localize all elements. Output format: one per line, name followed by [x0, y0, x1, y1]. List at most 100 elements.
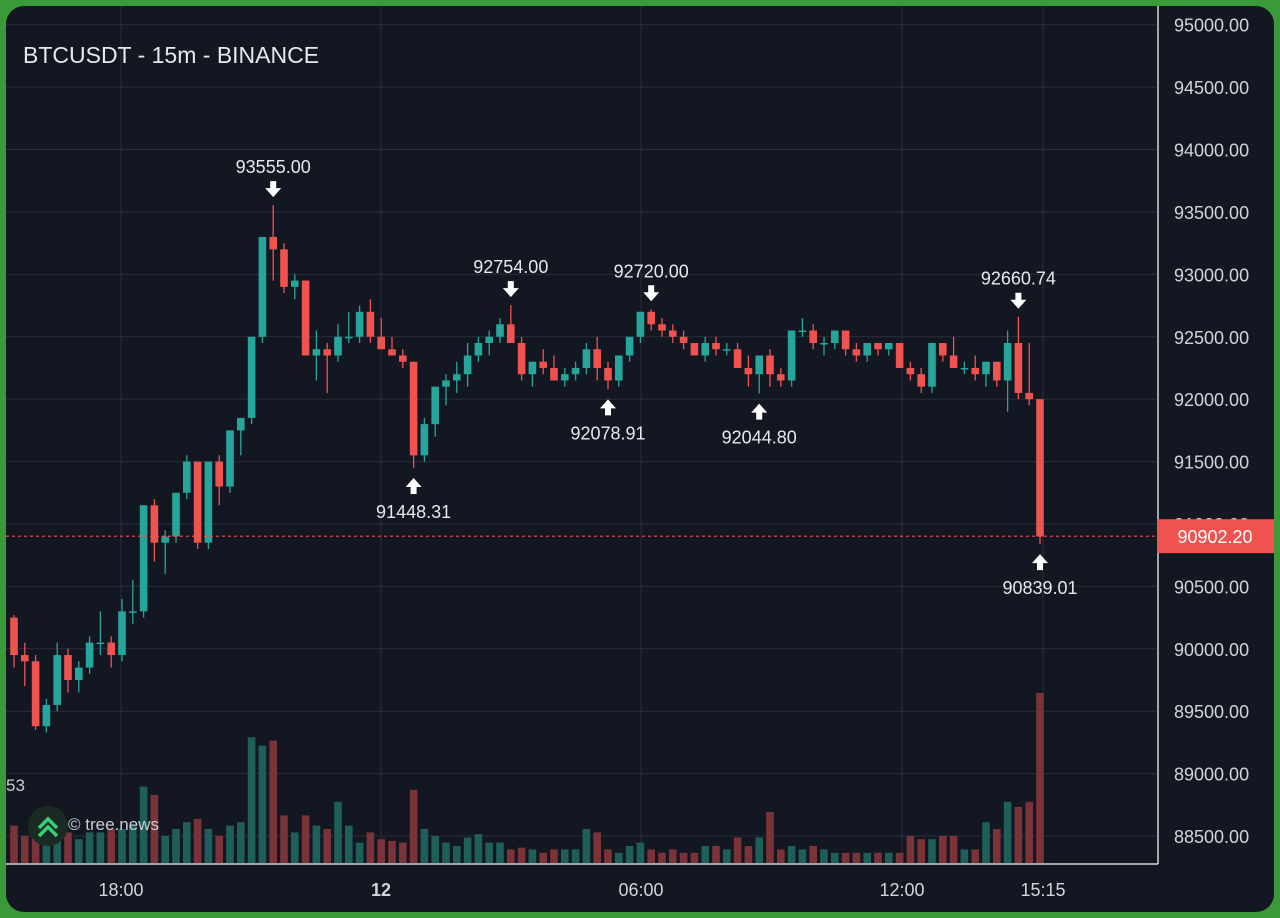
x-tick-label: 12:00	[879, 880, 924, 900]
volume-bar	[75, 839, 83, 863]
candle-body	[593, 349, 601, 368]
candle-body	[539, 361, 547, 368]
candle-body	[420, 424, 429, 456]
candle-body	[96, 642, 105, 645]
candle-body	[571, 367, 580, 375]
down-arrow-icon	[643, 285, 660, 302]
volume-bar	[971, 849, 979, 863]
volume-bar	[10, 825, 18, 863]
candle-body	[64, 655, 72, 681]
candle-body	[258, 236, 267, 337]
candle-body	[107, 642, 115, 656]
price-annotation: 90839.01	[1002, 554, 1078, 598]
candle-body	[906, 367, 915, 375]
candle-body	[647, 311, 655, 325]
candle-body	[993, 361, 1001, 381]
volume-bar	[647, 849, 655, 863]
candle-body	[550, 367, 558, 381]
volume-bar	[85, 832, 94, 863]
candle-body	[798, 330, 807, 333]
candle-body	[928, 343, 936, 387]
up-arrow-icon	[405, 478, 422, 495]
candle-body	[53, 655, 61, 705]
candle-body	[723, 349, 731, 351]
candle-body	[971, 367, 979, 375]
candle-body	[312, 349, 321, 356]
y-tick-label: 93500.00	[1174, 203, 1249, 223]
candle-body	[1025, 392, 1033, 400]
annotation-label: 92754.00	[473, 257, 548, 277]
volume-bar	[690, 852, 699, 863]
candle-body	[982, 361, 990, 375]
volume-bar	[496, 842, 504, 863]
volume-bar	[669, 849, 677, 863]
volume-bar	[107, 829, 115, 863]
candle-body	[690, 343, 699, 356]
y-tick-label: 92500.00	[1174, 328, 1249, 348]
volume-bar	[139, 786, 148, 863]
candle-body	[388, 349, 396, 356]
volume-bar	[291, 832, 299, 863]
volume-bar	[399, 842, 407, 863]
candle-body	[960, 367, 969, 370]
volume-bar	[744, 846, 753, 863]
volume-bar	[21, 835, 29, 863]
candle-body	[75, 667, 83, 681]
candle-body	[939, 343, 947, 356]
chart-frame: 93555.00 91448.31 92754.00 92078.91 92720.00…	[6, 6, 1274, 912]
candlestick-chart[interactable]: 93555.00 91448.31 92754.00 92078.91 92720.00…	[6, 6, 1274, 912]
volume-bar	[906, 835, 915, 863]
x-tick-label: 06:00	[618, 880, 663, 900]
volume-bar	[355, 842, 364, 863]
down-arrow-icon	[1010, 292, 1027, 309]
x-tick-label: 12	[371, 880, 391, 900]
annotation-label: 93555.00	[236, 157, 311, 177]
candle-body	[895, 343, 904, 368]
volume-bar	[237, 822, 245, 863]
volume-bar	[615, 852, 623, 863]
volume-bar	[42, 832, 51, 863]
volume-bar	[528, 849, 537, 863]
candle-body	[604, 367, 612, 381]
candle-body	[874, 343, 882, 350]
x-tick-label: 18:00	[98, 880, 143, 900]
down-arrow-icon	[502, 281, 519, 298]
volume-bar	[582, 829, 591, 863]
candle-body	[615, 355, 623, 381]
volume-bar	[280, 815, 288, 863]
volume-bar	[604, 849, 612, 863]
candle-body	[1003, 343, 1012, 381]
candle-body	[679, 336, 688, 344]
candle-body	[291, 280, 299, 287]
candle-body	[399, 355, 407, 362]
volume-bar	[593, 832, 601, 863]
candle-body	[852, 349, 861, 356]
candle-body	[1036, 399, 1044, 537]
y-tick-label: 91500.00	[1174, 453, 1249, 473]
candle-body	[193, 461, 202, 543]
candle-body	[949, 355, 958, 368]
volume-bar	[960, 849, 969, 863]
candle-body	[366, 311, 375, 337]
volume-bar	[701, 846, 709, 863]
last-price-label: 90902.20	[1177, 527, 1252, 547]
candle-body	[247, 336, 256, 418]
volume-bar	[442, 842, 450, 863]
candle-body	[744, 367, 753, 375]
candle-body	[582, 349, 591, 368]
volume-bar	[463, 837, 472, 863]
last-price-badge	[1157, 519, 1274, 554]
candle-body	[323, 349, 331, 356]
candle-body	[150, 505, 159, 543]
volume-bar	[539, 852, 547, 863]
volume-bar	[885, 852, 893, 863]
volume-bar	[366, 832, 375, 863]
candle-body	[885, 343, 893, 350]
y-tick-label: 90000.00	[1174, 640, 1249, 660]
volume-bar	[31, 822, 40, 863]
candle-body	[712, 343, 720, 350]
candle-body	[528, 361, 537, 375]
down-arrow-icon	[265, 181, 282, 198]
volume-bar	[150, 795, 159, 863]
volume-bar	[755, 837, 763, 863]
